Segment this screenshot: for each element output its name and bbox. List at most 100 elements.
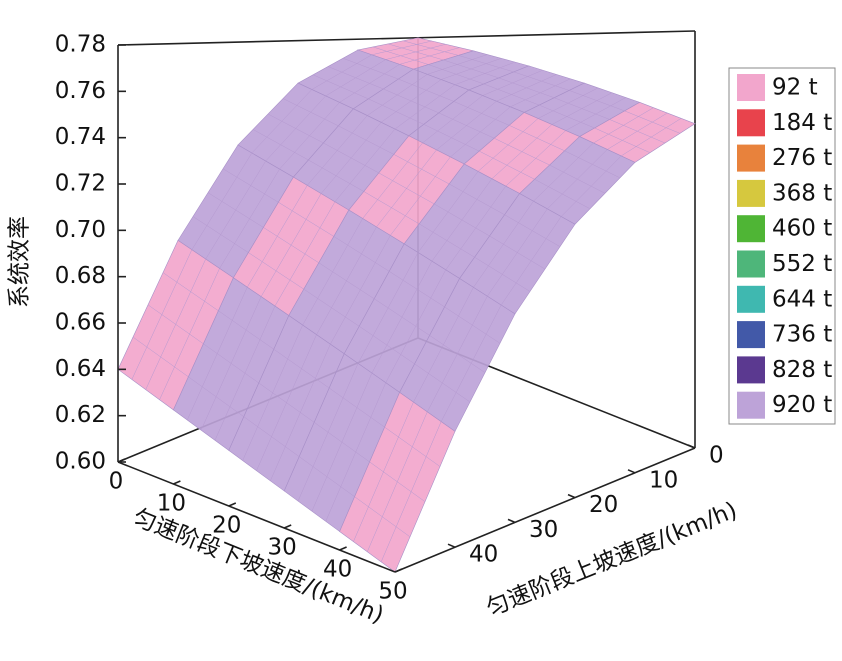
surface-mesh bbox=[474, 257, 531, 292]
surface-mesh bbox=[387, 43, 444, 61]
box-edge bbox=[417, 30, 696, 39]
surface-mesh bbox=[565, 97, 626, 131]
surface-mesh bbox=[270, 344, 331, 481]
surface-mesh bbox=[312, 74, 369, 100]
x-axis bbox=[117, 461, 396, 573]
legend: 92 t 184 t 276 t 368 t 460 t 552 t 644 t 736 t 8… bbox=[728, 67, 836, 425]
surface-mesh bbox=[303, 288, 360, 327]
y-tick-label: 30 bbox=[529, 517, 558, 543]
surface-mesh bbox=[489, 235, 546, 270]
surface-mesh bbox=[219, 168, 280, 269]
surface-mesh bbox=[318, 262, 375, 299]
surface-mesh bbox=[549, 164, 606, 194]
surface-mesh bbox=[330, 235, 391, 345]
surface-mesh bbox=[248, 252, 304, 290]
surface-mesh bbox=[450, 106, 511, 158]
x-tick-label: 10 bbox=[157, 491, 186, 517]
surface-mesh bbox=[267, 113, 324, 144]
y-tick-label: 40 bbox=[469, 542, 498, 568]
legend-frame bbox=[728, 67, 836, 425]
surface-mesh bbox=[554, 97, 610, 120]
surface-mesh bbox=[207, 192, 264, 228]
surface-mesh bbox=[308, 159, 364, 192]
legend-label: 552 t bbox=[772, 251, 832, 277]
legend-swatch bbox=[737, 74, 765, 101]
surface-mesh bbox=[498, 77, 555, 98]
x-tick bbox=[117, 458, 126, 463]
surface-mesh bbox=[372, 46, 429, 65]
y-tick-label: 20 bbox=[589, 492, 618, 518]
surface-mesh bbox=[594, 127, 651, 153]
legend-label: 460 t bbox=[772, 216, 832, 242]
y-tick-label: 0 bbox=[709, 443, 724, 469]
surface-mesh bbox=[279, 102, 340, 170]
surface-mesh bbox=[505, 130, 566, 187]
surface-mesh bbox=[299, 456, 355, 497]
surface-mesh bbox=[369, 461, 426, 502]
surface-mesh bbox=[368, 98, 424, 125]
z-tick-label: 0.60 bbox=[55, 449, 106, 475]
surface-mesh bbox=[399, 47, 460, 65]
z-tick-label: 0.68 bbox=[55, 263, 106, 289]
surface-mesh bbox=[419, 223, 475, 258]
surface-mesh bbox=[494, 138, 550, 166]
y-tick bbox=[567, 493, 576, 499]
legend-swatch bbox=[737, 321, 765, 349]
surface-mesh bbox=[428, 64, 484, 85]
y-tick bbox=[507, 518, 516, 524]
surface-mesh bbox=[252, 129, 309, 161]
surface-mesh bbox=[479, 150, 535, 180]
surface-mesh bbox=[327, 66, 384, 90]
surface-mesh bbox=[374, 298, 430, 336]
legend-label: 276 t bbox=[772, 145, 832, 171]
surface-mesh bbox=[483, 83, 540, 106]
surface-mesh bbox=[363, 191, 420, 225]
surface-mesh bbox=[443, 59, 499, 79]
y-tick-label: 10 bbox=[649, 467, 678, 493]
surface-mesh bbox=[159, 268, 220, 400]
surface-mesh bbox=[385, 269, 446, 383]
surface-mesh bbox=[359, 326, 415, 365]
legend-swatch bbox=[737, 391, 765, 419]
surface-mesh bbox=[539, 104, 595, 129]
surface-mesh bbox=[378, 172, 435, 205]
legend-label: 368 t bbox=[772, 180, 832, 206]
y-tick bbox=[687, 444, 696, 449]
surface-mesh bbox=[560, 155, 622, 217]
surface-mesh bbox=[621, 118, 682, 157]
x-tick-label: 50 bbox=[378, 579, 407, 605]
z-tick-label: 0.64 bbox=[55, 356, 106, 382]
legend-swatch bbox=[737, 215, 765, 243]
surface-mesh bbox=[423, 124, 480, 152]
z-tick-label: 0.66 bbox=[55, 310, 106, 336]
z-tick-label: 0.78 bbox=[55, 32, 106, 58]
surface-mesh bbox=[314, 422, 370, 463]
y-axis bbox=[394, 447, 696, 573]
z-tick-label: 0.72 bbox=[55, 171, 106, 197]
surface-mesh bbox=[500, 216, 562, 306]
x-tick-label: 0 bbox=[109, 469, 124, 495]
box-edge bbox=[117, 36, 419, 46]
surface-mesh bbox=[203, 343, 259, 384]
surface-mesh bbox=[609, 119, 666, 144]
legend-swatch bbox=[737, 144, 765, 172]
surface-mesh bbox=[339, 64, 400, 103]
legend-swatch bbox=[737, 109, 765, 137]
surface-mesh bbox=[258, 382, 315, 423]
z-tick-label: 0.62 bbox=[55, 402, 106, 428]
y-tick bbox=[447, 543, 456, 548]
surface-mesh bbox=[390, 156, 451, 236]
z-tick-label: 0.74 bbox=[55, 124, 106, 150]
surface-mesh bbox=[383, 88, 439, 114]
x-tick-label: 30 bbox=[268, 535, 297, 561]
x-tick-label: 20 bbox=[212, 513, 241, 539]
z-tick-label: 0.76 bbox=[55, 78, 106, 104]
surface-mesh bbox=[323, 142, 379, 174]
legend-swatch bbox=[737, 179, 765, 207]
legend-label: 92 t bbox=[772, 75, 818, 101]
surface-mesh bbox=[534, 179, 591, 209]
surface-mesh bbox=[132, 336, 189, 378]
surface-mesh bbox=[147, 304, 204, 345]
surface-mesh bbox=[414, 363, 471, 403]
legend-label: 644 t bbox=[772, 286, 832, 312]
